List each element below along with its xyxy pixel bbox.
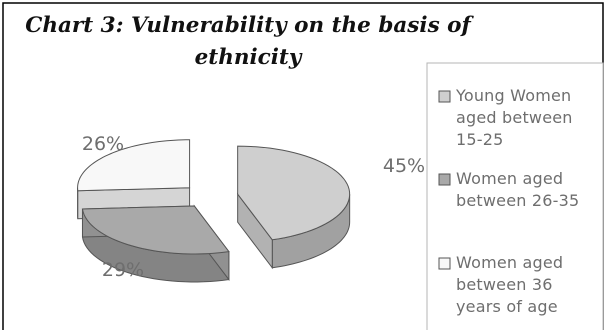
legend-label-3-line-3: years of age (456, 297, 558, 316)
legend-label-1-line-1: Young Women (455, 86, 571, 105)
data-label-slice-2: 29% (102, 259, 144, 281)
pie-slices (77, 139, 351, 283)
pie-slice-2 (81, 204, 230, 283)
legend-swatch-3 (438, 257, 451, 270)
pie-slice-1 (237, 145, 351, 270)
legend-label-2-line-1: Women aged (456, 169, 563, 188)
legend-label-3-line-1: Women aged (456, 253, 563, 272)
data-label-slice-3: 26% (82, 133, 124, 155)
legend-label-1-line-2: aged between (456, 108, 573, 127)
data-label-slice-1: 45% (383, 155, 425, 177)
legend-label-2-line-2: between 26-35 (456, 191, 579, 210)
legend-label-3-line-2: between 36 (456, 275, 553, 294)
legend-swatch-1 (438, 90, 451, 103)
legend-swatch-2 (438, 173, 451, 186)
chart-title-line-1: Chart 3: Vulnerability on the basis of (25, 13, 474, 38)
legend-label-1-line-3: 15-25 (456, 130, 504, 149)
legend: Young Women aged between 15-25 Women age… (426, 62, 604, 330)
legend-box (426, 62, 604, 330)
chart-title-line-2: ethnicity (195, 45, 303, 70)
